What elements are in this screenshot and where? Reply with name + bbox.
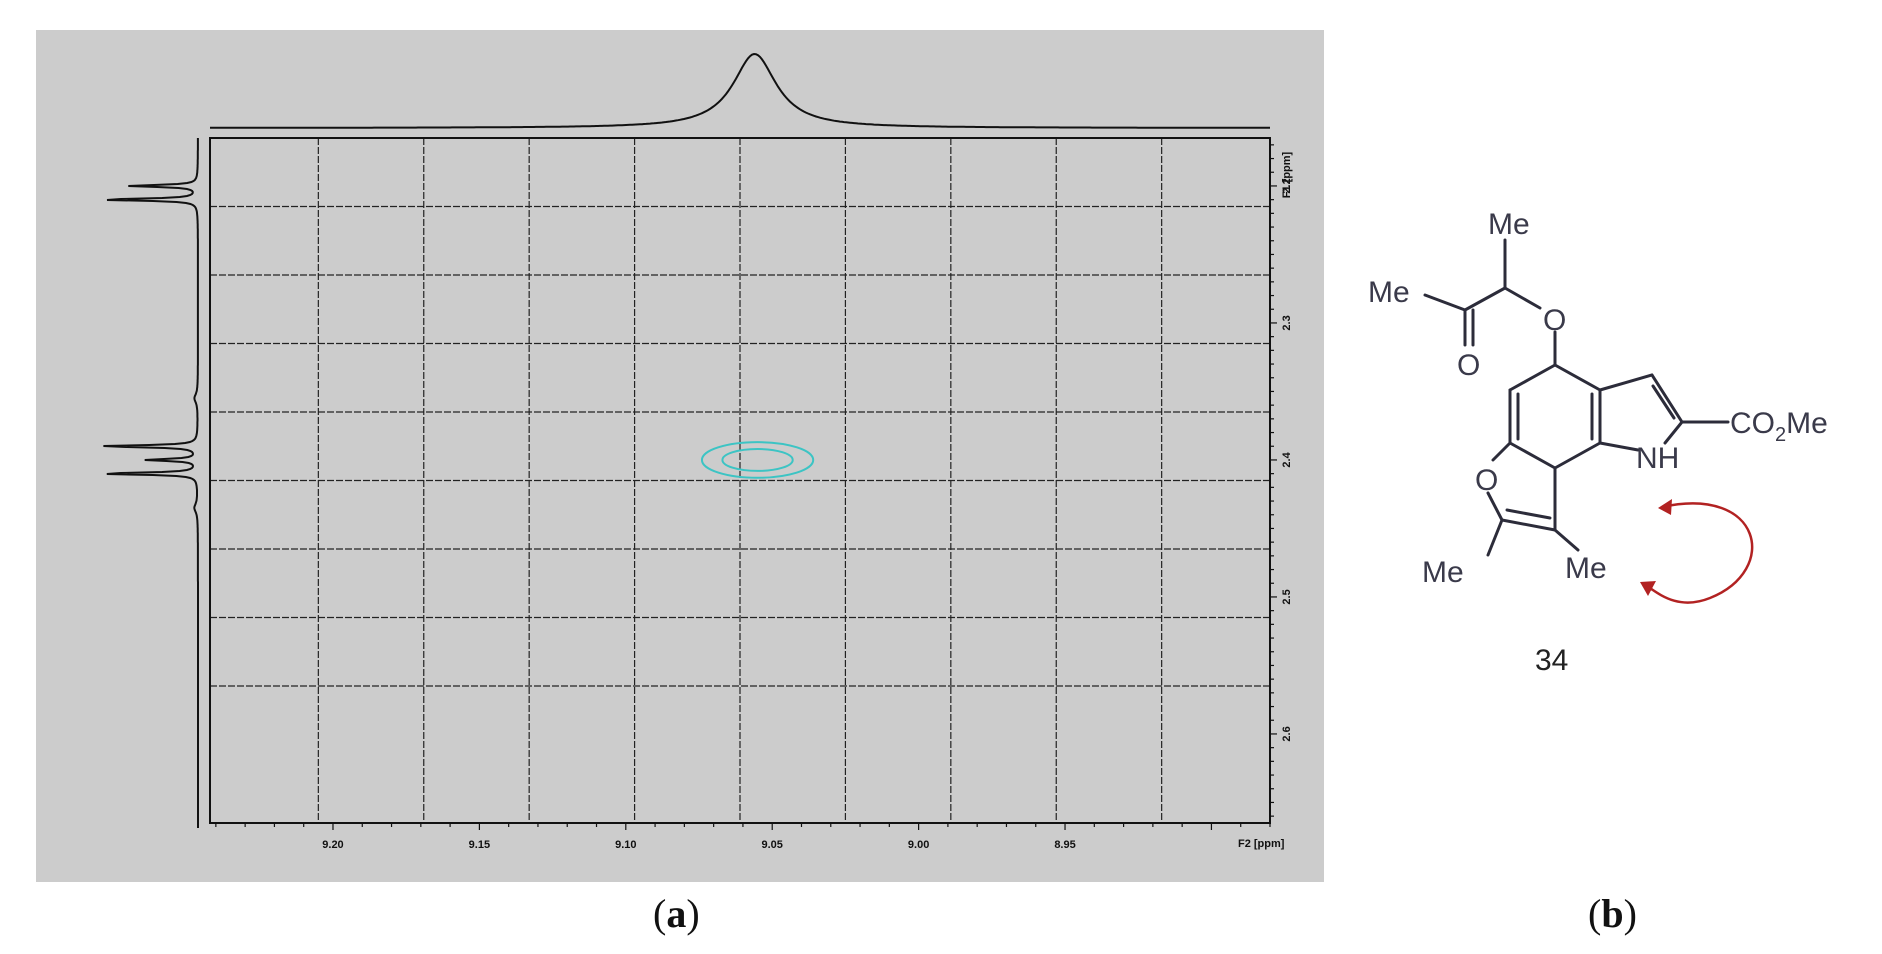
contour-inner <box>721 447 794 472</box>
nmr-2d-spectrum: 9.20 9.15 9.10 9.05 9.00 8.95 2.2 2.3 2.4 2.5 2.6… <box>36 30 1324 882</box>
plot-frame <box>209 137 1271 824</box>
ester-group-label: CO2Me <box>1730 407 1828 446</box>
f2-projection-trace <box>210 52 1270 129</box>
methyl-label-acetyl: Me <box>1368 276 1410 309</box>
y-axis-ticks: 2.2 2.3 2.4 2.5 2.6 F1 [ppm] <box>1270 144 1293 817</box>
methyl-label-c8: Me <box>1565 552 1607 585</box>
y-tick-label: 2.6 <box>1281 726 1293 741</box>
x-axis-ticks: 9.20 9.15 9.10 9.05 9.00 8.95 <box>215 823 1271 851</box>
structure-atom-labels: Me Me O O CO2Me NH O Me Me <box>1368 208 1828 589</box>
y-tick-label: 2.2 <box>1281 178 1293 193</box>
arrowhead-top <box>1658 499 1672 515</box>
compound-number: 34 <box>1535 644 1568 677</box>
plot-background <box>36 30 1324 882</box>
ether-oxygen-label: O <box>1543 304 1566 337</box>
nh-label: NH <box>1636 442 1679 475</box>
contour-layer <box>700 441 815 479</box>
carbonyl-oxygen-label: O <box>1457 349 1480 382</box>
caption-b: (b) <box>1588 891 1637 936</box>
noe-arrow <box>1640 499 1754 604</box>
chemical-structure: Me Me O O CO2Me NH O Me Me 34 <box>1368 208 1828 677</box>
x-tick-label: 9.15 <box>469 839 490 851</box>
y-tick-label: 2.3 <box>1281 315 1293 330</box>
furan-oxygen-label: O <box>1475 464 1498 497</box>
f1-projection-trace <box>103 138 199 828</box>
methyl-label-top: Me <box>1488 208 1530 241</box>
y-tick-label: 2.4 <box>1281 451 1293 467</box>
x-tick-label: 9.05 <box>761 839 782 851</box>
x-tick-label: 9.20 <box>322 839 343 851</box>
x-tick-label: 9.00 <box>908 839 929 851</box>
y-tick-label: 2.5 <box>1281 589 1293 604</box>
y-axis-label: F1 [ppm] <box>1281 151 1293 198</box>
methyl-label-furan: Me <box>1422 556 1464 589</box>
x-axis-label: F2 [ppm] <box>1238 838 1285 850</box>
caption-a: (a) <box>653 891 700 936</box>
arrowhead-bottom <box>1640 581 1656 596</box>
x-tick-label: 9.10 <box>615 839 636 851</box>
x-tick-label: 8.95 <box>1054 839 1075 851</box>
grid-layer <box>210 138 1270 823</box>
structure-bonds <box>1423 238 1730 557</box>
contour-outer <box>700 441 815 479</box>
